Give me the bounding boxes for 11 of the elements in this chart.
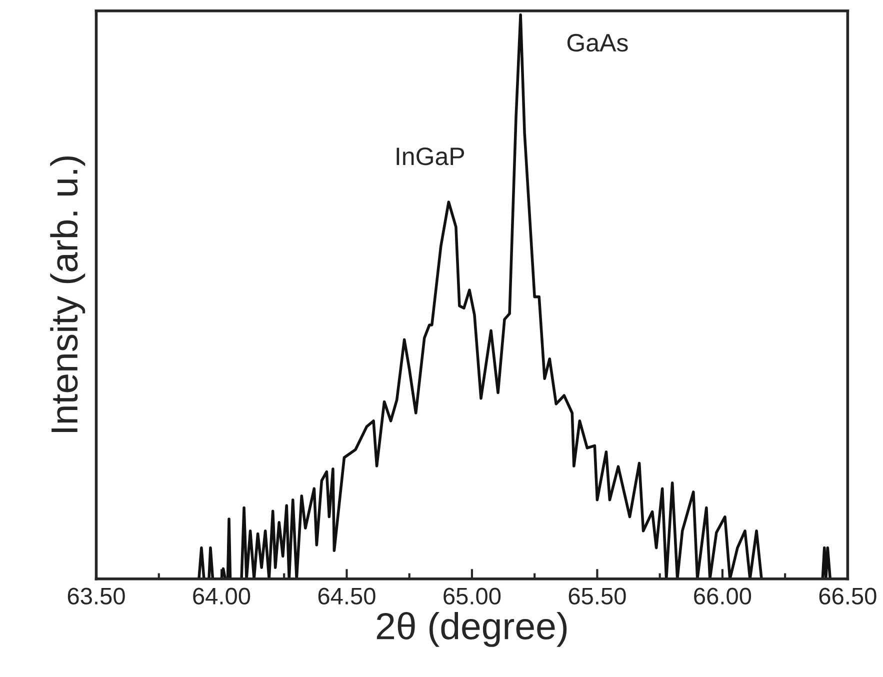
x-tick-label: 64.00 [193,588,250,605]
x-tick-label: 66.00 [694,588,752,605]
annotation: GaAs [567,34,628,52]
y-axis-title: Intensity (arb. u.) [50,156,86,432]
x-tick-label: 65.00 [444,588,501,605]
x-tick-label: 63.50 [68,588,125,605]
annotation: InGaP [396,148,464,166]
x-tick-label: 66.50 [819,588,876,605]
x-axis-title: 2θ (degree) [376,612,567,647]
x-tick-label: 64.50 [318,588,376,605]
x-tick-label: 65.50 [568,588,626,605]
